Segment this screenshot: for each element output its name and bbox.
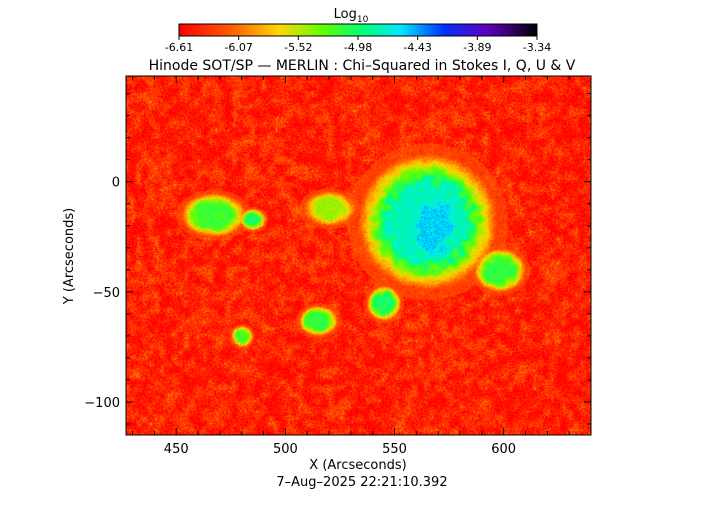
y-tick-label: −100	[84, 396, 120, 411]
colorbar-gradient	[178, 23, 538, 37]
colorbar-tick-label: -3.34	[523, 41, 551, 54]
colorbar-ticks: -6.61 -6.07 -5.52 -4.98 -4.43 -3.89 -3.34	[165, 36, 551, 54]
y-tick-label: −50	[93, 286, 120, 301]
y-axis-label: Y (Arcseconds)	[62, 208, 77, 305]
plot-frame	[125, 75, 592, 436]
colorbar-label-sub: 10	[357, 15, 369, 25]
chart-title: Hinode SOT/SP — MERLIN : Chi–Squared in …	[149, 58, 576, 74]
timestamp: 7–Aug–2025 22:21:10.392	[276, 475, 447, 490]
axis-ticks: 450 500 550 600 0 −50 −100	[84, 76, 592, 457]
colorbar-label: Log10	[334, 7, 369, 25]
colorbar-tick-label: -4.43	[403, 41, 431, 54]
colorbar-tick-label: -6.61	[165, 41, 193, 54]
colorbar-tick-label: -3.89	[463, 41, 491, 54]
x-tick-label: 600	[491, 442, 516, 457]
colorbar-tick-label: -4.98	[344, 41, 372, 54]
colorbar-label-main: Log	[334, 7, 357, 22]
colorbar: Log10 -6.61 -6.07 -5.52 -4.98 -4.43 -3.89 -3.3…	[165, 7, 551, 54]
x-tick-label: 450	[164, 442, 189, 457]
plot-area: 450 500 550 600 0 −50 −100	[84, 75, 592, 457]
x-tick-label: 500	[273, 442, 298, 457]
x-tick-label: 550	[382, 442, 407, 457]
heatmap-image	[126, 76, 591, 435]
colorbar-tick-label: -6.07	[224, 41, 252, 54]
colorbar-tick-label: -5.52	[284, 41, 312, 54]
y-tick-label: 0	[112, 176, 120, 191]
x-axis-label: X (Arcseconds)	[309, 458, 406, 473]
